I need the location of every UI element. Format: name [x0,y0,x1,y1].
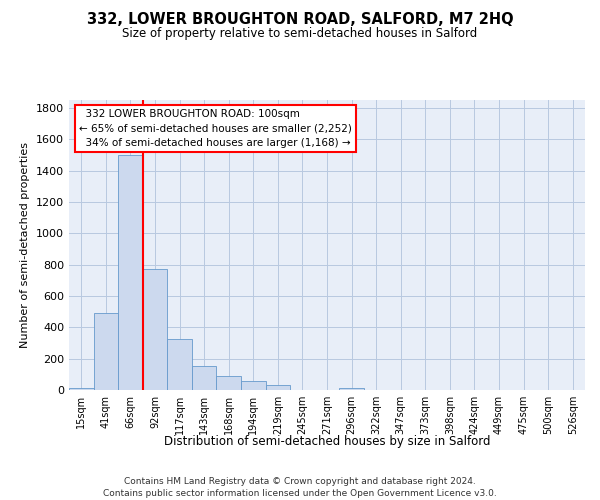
Text: 332 LOWER BROUGHTON ROAD: 100sqm
← 65% of semi-detached houses are smaller (2,25: 332 LOWER BROUGHTON ROAD: 100sqm ← 65% o… [79,108,352,148]
Text: Distribution of semi-detached houses by size in Salford: Distribution of semi-detached houses by … [164,435,490,448]
Bar [192,366,217,390]
Bar [143,270,167,390]
Text: Contains public sector information licensed under the Open Government Licence v3: Contains public sector information licen… [103,489,497,498]
Text: Size of property relative to semi-detached houses in Salford: Size of property relative to semi-detach… [122,28,478,40]
Text: 332, LOWER BROUGHTON ROAD, SALFORD, M7 2HQ: 332, LOWER BROUGHTON ROAD, SALFORD, M7 2… [86,12,514,28]
Bar [118,155,143,390]
Bar [69,388,94,390]
Bar [266,386,290,390]
Y-axis label: Number of semi-detached properties: Number of semi-detached properties [20,142,31,348]
Bar [167,339,192,390]
Bar [217,376,241,390]
Bar [339,388,364,390]
Bar [241,382,266,390]
Bar [94,313,118,390]
Text: Contains HM Land Registry data © Crown copyright and database right 2024.: Contains HM Land Registry data © Crown c… [124,478,476,486]
